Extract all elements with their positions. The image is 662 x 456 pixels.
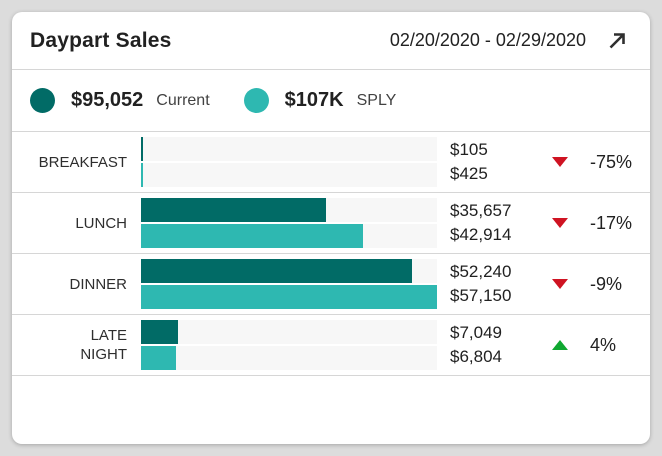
legend-item-current: $95,052 Current (30, 88, 210, 113)
bar-group (141, 259, 437, 309)
sply-value: $425 (450, 164, 488, 183)
header-right: 02/20/2020 - 02/29/2020 (390, 24, 634, 58)
sply-total: $107K (284, 89, 344, 111)
bar-group (141, 137, 437, 187)
change-percent: -17% (590, 212, 633, 233)
sply-bar (141, 285, 437, 309)
current-value: $7,049 (450, 323, 502, 342)
current-bar-track (141, 259, 437, 283)
daypart-rows: BREAKFAST $105 $425 -75% LUNCH (12, 132, 650, 376)
change-percent: -9% (590, 273, 623, 294)
sply-label: SPLY (356, 91, 397, 109)
current-bar (141, 259, 412, 283)
trend-down-icon (552, 218, 568, 228)
legend: $95,052 Current $107K SPLY (12, 70, 650, 132)
daypart-row: DINNER $52,240 $57,150 -9% (12, 254, 650, 315)
trend-down-icon (552, 279, 568, 289)
sply-bar (141, 224, 363, 248)
daypart-row: LATE NIGHT $7,049 $6,804 4% (12, 315, 650, 376)
current-bar (141, 198, 326, 222)
daypart-label: BREAKFAST (38, 153, 127, 171)
daypart-sales-card: Daypart Sales 02/20/2020 - 02/29/2020 $9… (12, 12, 650, 444)
daypart-row: BREAKFAST $105 $425 -75% (12, 132, 650, 193)
legend-item-sply: $107K SPLY (243, 88, 397, 113)
daypart-row: LUNCH $35,657 $42,914 -17% (12, 193, 650, 254)
change-indicator: -9% (539, 274, 634, 295)
sply-bar (141, 346, 176, 370)
change-percent: 4% (590, 334, 617, 355)
bar-group (141, 320, 437, 370)
sply-bar-track (141, 285, 437, 309)
open-report-button[interactable] (600, 24, 634, 58)
current-value: $52,240 (450, 262, 512, 281)
sply-bar-track (141, 163, 437, 187)
value-labels: $105 $425 (450, 138, 539, 186)
trend-down-icon (552, 157, 568, 167)
bar-group (141, 198, 437, 248)
trend-up-icon (552, 340, 568, 350)
arrow-up-right-icon (605, 29, 629, 53)
sply-value: $42,914 (450, 225, 512, 244)
value-labels: $35,657 $42,914 (450, 199, 539, 247)
change-indicator: -75% (539, 152, 634, 173)
current-bar-track (141, 198, 437, 222)
sply-bar (141, 163, 143, 187)
current-bar-track (141, 320, 437, 344)
daypart-label: DINNER (69, 275, 127, 293)
change-indicator: 4% (539, 335, 634, 356)
sply-value: $57,150 (450, 286, 512, 305)
sply-bar-track (141, 346, 437, 370)
sply-value: $6,804 (450, 347, 502, 366)
value-labels: $52,240 $57,150 (450, 260, 539, 308)
current-bar-track (141, 137, 437, 161)
page-title: Daypart Sales (30, 28, 172, 52)
daypart-label: LUNCH (75, 214, 127, 232)
sply-dot-icon (243, 88, 269, 113)
current-label: Current (156, 91, 210, 109)
current-value: $105 (450, 140, 488, 159)
current-bar (141, 320, 178, 344)
change-indicator: -17% (539, 213, 634, 234)
card-header: Daypart Sales 02/20/2020 - 02/29/2020 (12, 12, 650, 70)
current-bar (141, 137, 143, 161)
current-total: $95,052 (71, 89, 144, 111)
daypart-label: LATE NIGHT (80, 327, 127, 363)
current-value: $35,657 (450, 201, 512, 220)
date-range: 02/20/2020 - 02/29/2020 (389, 30, 586, 50)
change-percent: -75% (590, 151, 633, 172)
current-dot-icon (30, 88, 55, 113)
sply-bar-track (141, 224, 437, 248)
value-labels: $7,049 $6,804 (450, 321, 539, 369)
